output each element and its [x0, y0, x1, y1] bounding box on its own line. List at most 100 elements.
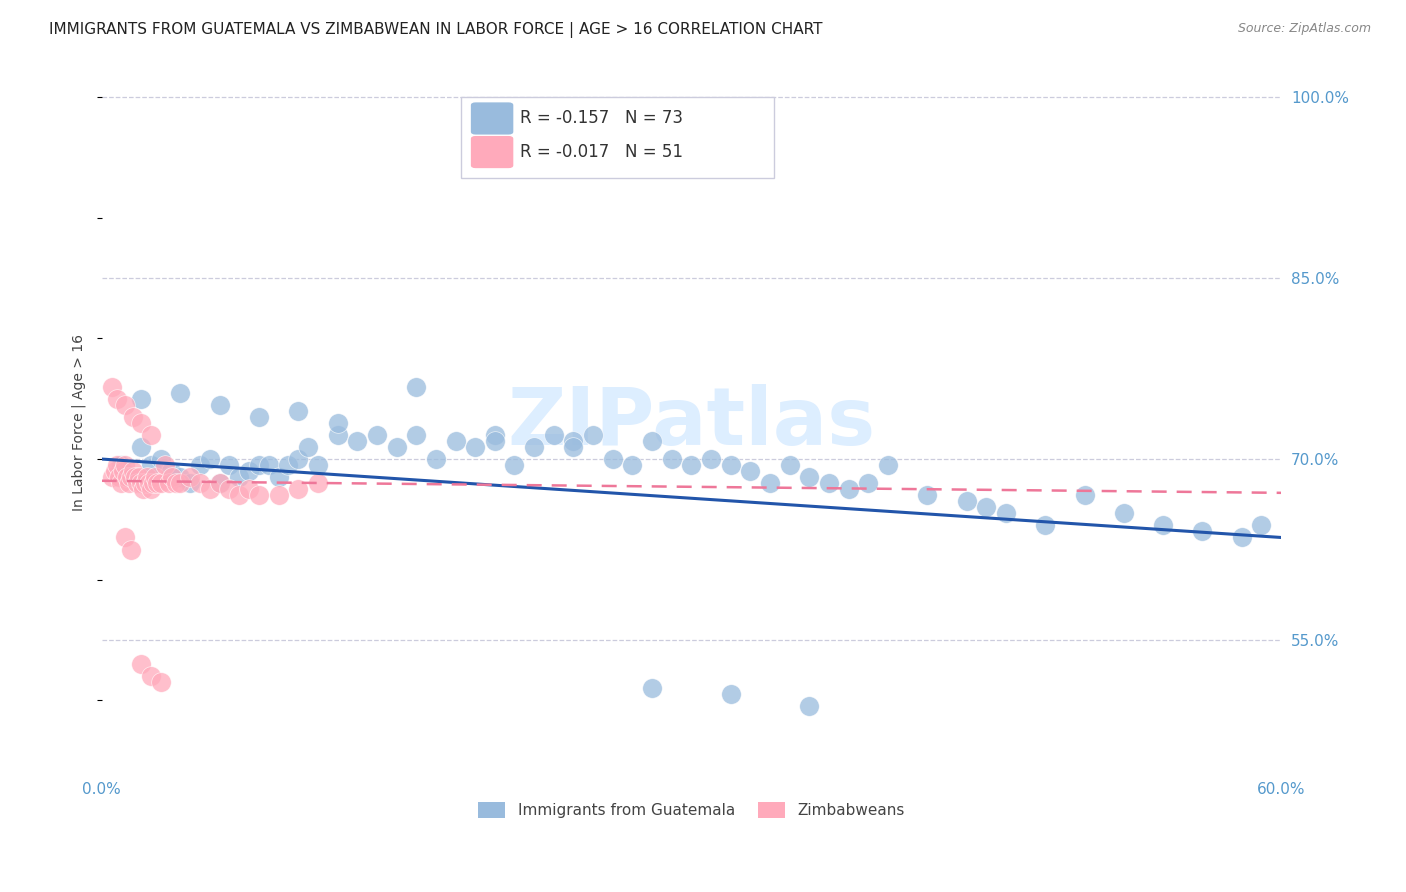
- Point: [1250, 518, 1272, 533]
- Text: R = -0.157   N = 73: R = -0.157 N = 73: [520, 110, 683, 128]
- Point: [720, 458, 742, 472]
- Point: [543, 428, 565, 442]
- Point: [149, 452, 172, 467]
- Point: [799, 470, 821, 484]
- Point: [149, 675, 172, 690]
- Point: [129, 416, 152, 430]
- Point: [104, 464, 127, 478]
- FancyBboxPatch shape: [461, 97, 773, 178]
- Text: R = -0.017   N = 51: R = -0.017 N = 51: [520, 143, 683, 161]
- Point: [165, 476, 187, 491]
- Point: [267, 470, 290, 484]
- Point: [143, 470, 166, 484]
- Point: [1033, 518, 1056, 533]
- Legend: Immigrants from Guatemala, Zimbabweans: Immigrants from Guatemala, Zimbabweans: [472, 797, 911, 824]
- Point: [188, 458, 211, 472]
- Point: [112, 464, 135, 478]
- Point: [127, 476, 149, 491]
- Point: [818, 476, 841, 491]
- Point: [838, 482, 860, 496]
- Point: [1112, 506, 1135, 520]
- Point: [405, 379, 427, 393]
- Point: [326, 416, 349, 430]
- Point: [297, 440, 319, 454]
- Point: [120, 470, 142, 484]
- Point: [169, 385, 191, 400]
- Point: [208, 476, 231, 491]
- Point: [129, 657, 152, 672]
- Point: [484, 434, 506, 448]
- Point: [228, 488, 250, 502]
- Point: [139, 482, 162, 496]
- Point: [238, 464, 260, 478]
- Point: [129, 476, 152, 491]
- Point: [779, 458, 801, 472]
- Point: [247, 409, 270, 424]
- Point: [257, 458, 280, 472]
- Text: IMMIGRANTS FROM GUATEMALA VS ZIMBABWEAN IN LABOR FORCE | AGE > 16 CORRELATION CH: IMMIGRANTS FROM GUATEMALA VS ZIMBABWEAN …: [49, 22, 823, 38]
- Point: [149, 476, 172, 491]
- Point: [247, 488, 270, 502]
- Point: [142, 476, 165, 491]
- Point: [218, 458, 240, 472]
- Point: [110, 476, 132, 491]
- Point: [287, 482, 309, 496]
- Point: [124, 470, 146, 484]
- Point: [681, 458, 703, 472]
- Point: [700, 452, 723, 467]
- Point: [100, 470, 122, 484]
- Point: [153, 458, 176, 472]
- Point: [974, 500, 997, 515]
- Point: [267, 488, 290, 502]
- Point: [114, 398, 136, 412]
- Point: [135, 470, 157, 484]
- Point: [208, 476, 231, 491]
- Point: [139, 458, 162, 472]
- Point: [562, 440, 585, 454]
- Point: [114, 458, 136, 472]
- Point: [287, 404, 309, 418]
- Point: [994, 506, 1017, 520]
- Point: [464, 440, 486, 454]
- Point: [122, 464, 145, 478]
- Point: [145, 476, 167, 491]
- Point: [198, 452, 221, 467]
- Point: [198, 482, 221, 496]
- Point: [162, 470, 184, 484]
- Point: [110, 458, 132, 472]
- Point: [287, 452, 309, 467]
- Point: [169, 470, 191, 484]
- Point: [108, 470, 131, 484]
- Point: [117, 470, 139, 484]
- Point: [562, 434, 585, 448]
- Text: Source: ZipAtlas.com: Source: ZipAtlas.com: [1237, 22, 1371, 36]
- Point: [128, 470, 150, 484]
- Point: [179, 476, 201, 491]
- Text: ZIPatlas: ZIPatlas: [508, 384, 876, 462]
- Point: [169, 476, 191, 491]
- Point: [118, 476, 141, 491]
- Point: [1191, 524, 1213, 539]
- Point: [114, 531, 136, 545]
- Point: [1073, 488, 1095, 502]
- Point: [523, 440, 546, 454]
- Point: [346, 434, 368, 448]
- Point: [307, 458, 329, 472]
- FancyBboxPatch shape: [471, 136, 513, 169]
- Point: [602, 452, 624, 467]
- Point: [132, 482, 155, 496]
- Point: [228, 470, 250, 484]
- Point: [484, 428, 506, 442]
- Point: [208, 398, 231, 412]
- Point: [218, 482, 240, 496]
- Point: [582, 428, 605, 442]
- Point: [1152, 518, 1174, 533]
- Point: [740, 464, 762, 478]
- Point: [720, 687, 742, 701]
- Point: [307, 476, 329, 491]
- Point: [1230, 531, 1253, 545]
- Point: [877, 458, 900, 472]
- Point: [425, 452, 447, 467]
- Point: [503, 458, 526, 472]
- FancyBboxPatch shape: [471, 103, 513, 135]
